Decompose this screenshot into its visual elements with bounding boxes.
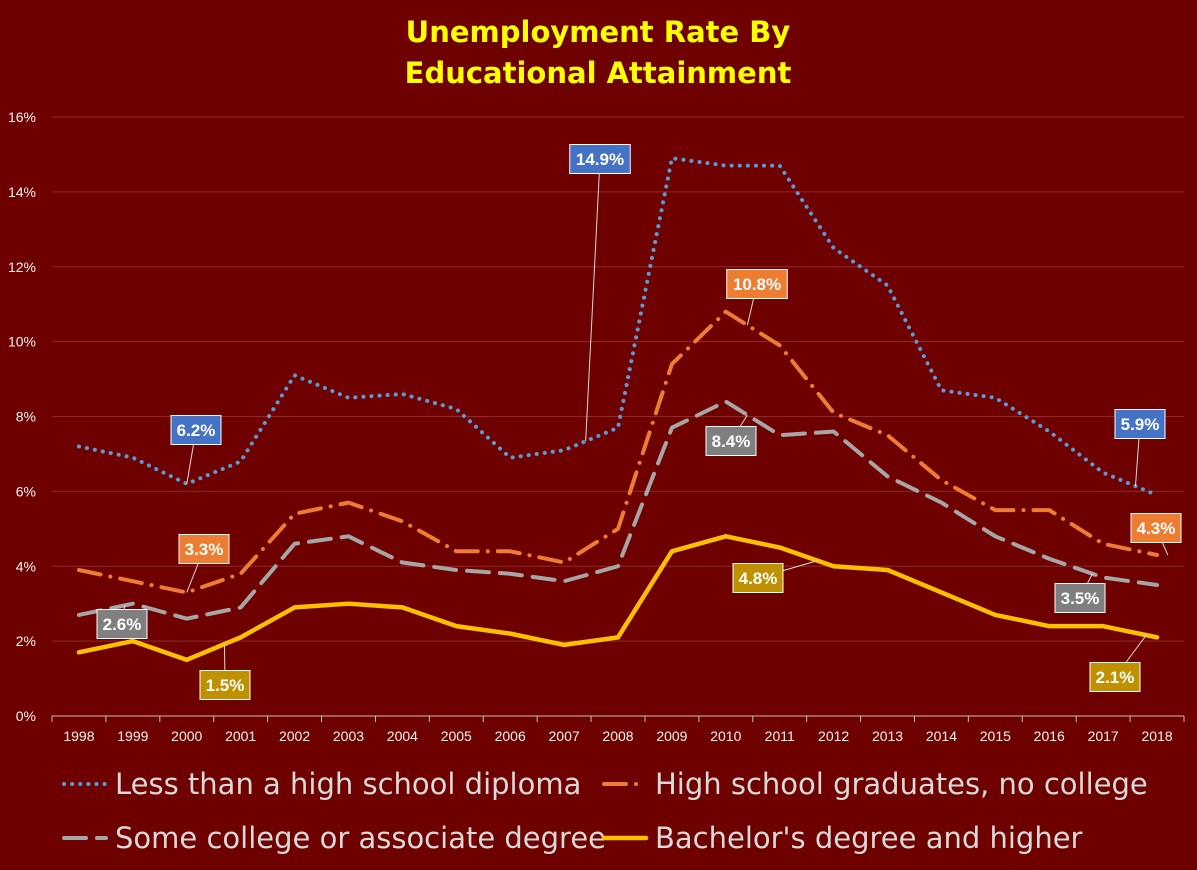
- data-callouts: 6.2% 14.9% 5.9% 3.3% 10.8% 4.3% 2.6% 8.4% 3.5% 1.…: [96, 144, 1182, 700]
- y-axis-ticks: 0% 2% 4% 6% 8% 10% 12% 14% 16%: [8, 109, 36, 724]
- x-tick-label: 2009: [656, 728, 687, 744]
- chart-title: Unemployment Rate By Educational Attainme…: [405, 15, 792, 90]
- callout-box: [1089, 662, 1141, 692]
- data-label: 10.8%: [733, 275, 781, 294]
- series-lines: [76, 156, 1160, 663]
- callout-box: [705, 426, 757, 456]
- x-tick-label: 2010: [710, 728, 741, 744]
- x-tick-label: 2002: [279, 728, 310, 744]
- x-tick-label: 2018: [1141, 728, 1172, 744]
- legend-label: Less than a high school diploma: [115, 767, 581, 801]
- data-label: 2.1%: [1096, 668, 1135, 687]
- y-tick-label: 8%: [16, 409, 36, 425]
- callout-box: [1054, 583, 1106, 613]
- callout-box: [178, 534, 230, 564]
- callout-box: [96, 609, 148, 639]
- y-tick-label: 6%: [16, 483, 36, 499]
- x-tick-label: 1998: [63, 728, 94, 744]
- callout-box: [1114, 409, 1166, 439]
- x-tick-label: 2015: [980, 728, 1011, 744]
- callout-box: [569, 144, 631, 174]
- legend-label: Some college or associate degree: [115, 821, 606, 855]
- data-label: 5.9%: [1121, 415, 1160, 434]
- callout-box: [199, 670, 251, 700]
- x-tick-label: 2007: [549, 728, 580, 744]
- data-label: 4.3%: [1137, 519, 1176, 538]
- data-label: 2.6%: [103, 615, 142, 634]
- title-line: Educational Attainment: [405, 56, 792, 90]
- y-tick-label: 4%: [16, 558, 36, 574]
- x-tick-label: 2016: [1034, 728, 1065, 744]
- y-tick-label: 0%: [16, 708, 36, 724]
- legend-label: Bachelor's degree and higher: [655, 821, 1083, 855]
- data-label: 14.9%: [576, 150, 624, 169]
- data-label: 3.3%: [185, 540, 224, 559]
- legend-label: High school graduates, no college: [655, 767, 1148, 801]
- x-tick-label: 2006: [495, 728, 526, 744]
- data-label: 6.2%: [177, 421, 216, 440]
- x-tick-label: 2013: [872, 728, 903, 744]
- title-line: Unemployment Rate By: [406, 15, 791, 49]
- x-tick-label: 2003: [333, 728, 364, 744]
- x-tick-label: 2001: [225, 728, 256, 744]
- callout-leader: [585, 158, 601, 442]
- data-label: 1.5%: [206, 676, 245, 695]
- x-tick-label: 2014: [926, 728, 957, 744]
- data-label: 8.4%: [712, 432, 751, 451]
- legend: Less than a high school diploma High scho…: [62, 767, 1148, 855]
- y-tick-label: 12%: [8, 259, 36, 275]
- y-tick-label: 10%: [8, 334, 36, 350]
- series-line-1: [76, 309, 1160, 595]
- callout-box: [726, 269, 788, 299]
- x-tick-label: 2004: [387, 728, 418, 744]
- callout-box: [1130, 513, 1182, 543]
- gridlines: [52, 116, 1184, 717]
- y-tick-label: 16%: [8, 109, 36, 125]
- y-tick-label: 14%: [8, 184, 36, 200]
- x-tick-label: 2011: [765, 728, 795, 744]
- x-tick-label: 2017: [1088, 728, 1119, 744]
- x-tick-label: 2012: [818, 728, 849, 744]
- callout-box: [170, 415, 222, 445]
- series-line-0: [76, 156, 1160, 498]
- x-tick-label: 1999: [117, 728, 148, 744]
- data-label: 3.5%: [1061, 589, 1100, 608]
- callout-box: [732, 563, 784, 593]
- x-tick-label: 2000: [171, 728, 202, 744]
- x-axis-ticks: 1998 1999 2000 2001 2002 2003 2004 2005 2006 2007…: [51, 716, 1185, 744]
- y-tick-label: 2%: [16, 633, 36, 649]
- data-label: 4.8%: [739, 569, 778, 588]
- x-tick-label: 2005: [441, 728, 472, 744]
- x-tick-label: 2008: [602, 728, 633, 744]
